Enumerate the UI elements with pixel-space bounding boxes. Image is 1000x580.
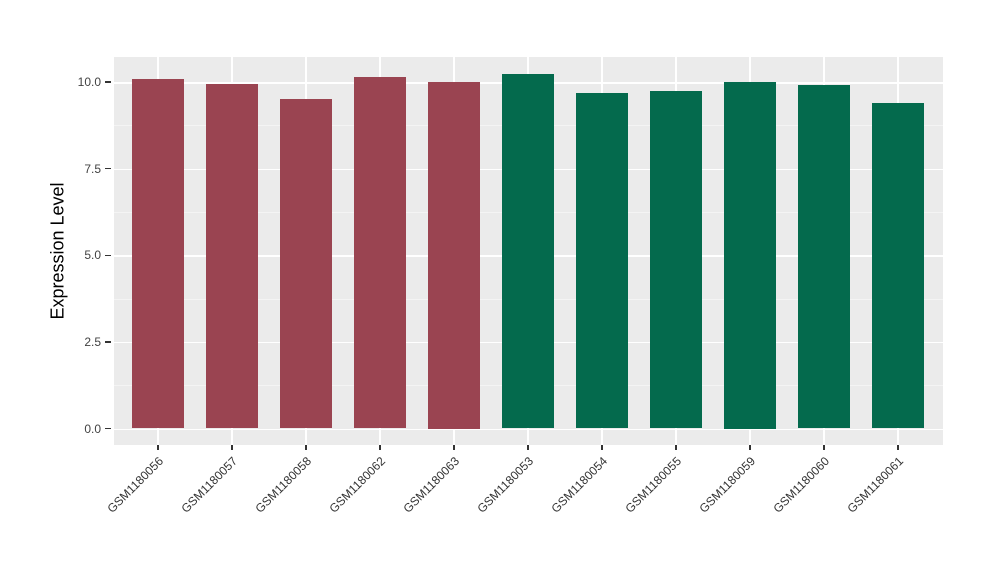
y-tick-label: 2.5 [84,334,101,349]
bar-GSM1180056 [132,78,184,429]
y-tick-mark [105,341,111,343]
y-tick-label: 0.0 [84,421,101,436]
x-tick-label-text: GSM1180061 [844,454,906,516]
bar-GSM1180053 [502,74,554,429]
x-tick-label-text: GSM1180053 [474,454,536,516]
x-tick-label-text: GSM1180063 [400,454,462,516]
bar-GSM1180061 [872,103,924,429]
bar-GSM1180063 [428,82,480,429]
bar-GSM1180054 [576,93,628,429]
bar-GSM1180055 [650,91,702,429]
y-tick-mark [105,81,111,83]
bar-GSM1180057 [206,84,258,429]
x-tick-mark [749,445,751,450]
x-tick-mark [453,445,455,450]
x-tick-mark [823,445,825,450]
x-tick-label-text: GSM1180056 [104,454,166,516]
bar-GSM1180062 [354,76,406,429]
x-tick-mark [305,445,307,450]
x-tick-label-text: GSM1180054 [548,454,610,516]
x-tick-mark [675,445,677,450]
x-tick-label-text: GSM1180055 [622,454,684,516]
bar-GSM1180058 [280,99,332,429]
y-tick-label: 7.5 [84,161,101,176]
x-tick-label-text: GSM1180062 [326,454,388,516]
x-tick-mark [527,445,529,450]
x-tick-mark [231,445,233,450]
bar-GSM1180059 [724,82,776,429]
x-tick-label-text: GSM1180058 [252,454,314,516]
x-tick-label-text: GSM1180059 [696,454,758,516]
y-tick-label: 5.0 [84,248,101,263]
x-tick-label-text: GSM1180060 [770,454,832,516]
bar-GSM1180060 [798,85,850,429]
x-tick-mark [897,445,899,450]
plot-panel [113,57,943,445]
x-tick-mark [379,445,381,450]
x-tick-mark [601,445,603,450]
y-tick-mark [105,167,111,170]
y-tick-mark [105,254,111,256]
x-tick-mark [157,445,159,450]
y-tick-label: 10.0 [77,75,101,89]
y-tick-mark [105,427,111,430]
x-tick-label-text: GSM1180057 [178,454,240,516]
